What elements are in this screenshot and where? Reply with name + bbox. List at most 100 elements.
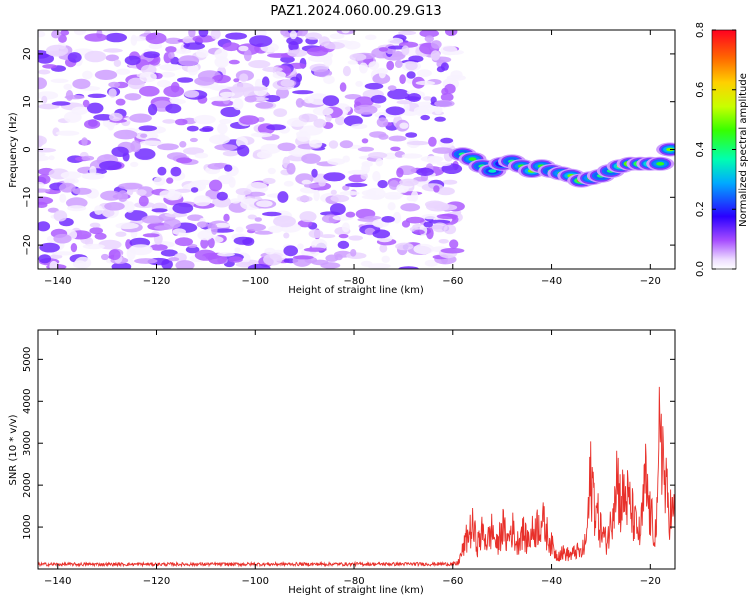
noise-blob xyxy=(105,32,127,43)
noise-blob xyxy=(100,190,123,201)
noise-blob xyxy=(350,249,357,257)
noise-blob xyxy=(124,55,141,66)
noise-blob xyxy=(323,75,335,85)
noise-blob xyxy=(277,191,289,203)
noise-blob xyxy=(116,68,131,75)
noise-blob xyxy=(235,226,244,233)
noise-blob xyxy=(169,97,180,103)
noise-blob xyxy=(89,222,101,228)
noise-blob xyxy=(400,203,421,212)
noise-blob xyxy=(197,230,214,241)
noise-blob xyxy=(344,40,361,50)
noise-blob xyxy=(334,115,346,126)
noise-blob xyxy=(361,190,377,196)
noise-blob xyxy=(101,209,115,217)
noise-blob xyxy=(449,239,459,249)
noise-blob xyxy=(347,169,369,175)
noise-blob xyxy=(216,191,228,201)
noise-blob xyxy=(113,59,122,67)
noise-blob xyxy=(267,167,276,175)
noise-blob xyxy=(187,214,204,221)
noise-blob xyxy=(311,259,329,266)
noise-blob xyxy=(390,146,401,152)
colorbar-tick-label: 0.4 xyxy=(695,142,706,158)
noise-blob xyxy=(323,56,333,67)
noise-blob xyxy=(322,95,340,107)
noise-blob xyxy=(194,76,215,86)
colorbar-tick-label: 0.0 xyxy=(695,261,706,277)
noise-blob xyxy=(359,62,368,74)
noise-blob xyxy=(353,104,378,115)
noise-blob xyxy=(103,48,123,53)
noise-blob xyxy=(105,54,120,62)
noise-blob xyxy=(406,71,416,79)
noise-blob xyxy=(129,113,152,123)
noise-blob xyxy=(392,211,402,224)
noise-blob xyxy=(424,35,434,43)
noise-blob xyxy=(104,202,125,211)
noise-blob xyxy=(378,68,386,79)
noise-blob xyxy=(117,190,128,202)
noise-blob xyxy=(198,30,209,38)
noise-blob xyxy=(84,119,101,129)
noise-blob xyxy=(239,73,249,82)
noise-blob xyxy=(209,179,223,192)
snr-x-axis: −140 −120 −100 −80 −60 −40 −20 xyxy=(44,330,661,587)
noise-blob xyxy=(249,35,273,47)
noise-blob xyxy=(163,85,185,98)
noise-blob xyxy=(254,230,274,235)
noise-blob xyxy=(413,243,435,255)
noise-blob xyxy=(280,56,295,63)
colorbar-ticks: 0.0 0.2 0.4 0.6 0.8 xyxy=(695,22,736,277)
noise-blob xyxy=(168,51,175,59)
noise-blob xyxy=(378,47,389,52)
noise-blob xyxy=(86,102,104,114)
noise-blob xyxy=(396,100,413,105)
noise-blob xyxy=(441,163,463,174)
noise-blob xyxy=(124,210,148,221)
noise-blob xyxy=(272,71,286,79)
noise-blob xyxy=(381,216,395,223)
noise-blob xyxy=(430,50,441,61)
noise-blob xyxy=(194,249,217,261)
noise-blob xyxy=(408,55,424,63)
noise-blob xyxy=(339,82,347,92)
noise-blob xyxy=(313,118,327,128)
noise-blob xyxy=(445,30,458,37)
noise-blob xyxy=(172,202,194,214)
noise-blob xyxy=(151,208,168,213)
noise-blob xyxy=(210,30,221,40)
noise-blob xyxy=(405,216,425,224)
noise-blob xyxy=(60,30,70,36)
noise-blob xyxy=(387,202,396,211)
noise-blob xyxy=(48,155,55,161)
noise-blob xyxy=(222,42,240,52)
noise-blob xyxy=(337,240,350,249)
colorbar-tick-label: 0.8 xyxy=(695,22,706,38)
noise-blob xyxy=(42,64,57,69)
noise-blob xyxy=(388,135,407,142)
noise-blob xyxy=(193,195,212,207)
noise-blob xyxy=(55,130,80,136)
noise-blob xyxy=(399,178,419,187)
noise-blob xyxy=(125,201,135,213)
noise-blob xyxy=(53,210,68,222)
noise-blob xyxy=(172,228,186,235)
noise-blob xyxy=(406,140,430,146)
noise-blob xyxy=(355,80,363,87)
noise-blob xyxy=(341,222,350,233)
x-tick-label: −140 xyxy=(44,276,71,287)
noise-blob xyxy=(228,256,243,263)
colorbar-tick-label: 0.2 xyxy=(695,201,706,217)
noise-blob xyxy=(38,103,60,110)
noise-blob xyxy=(38,136,44,148)
noise-blob xyxy=(381,255,390,263)
noise-blob xyxy=(283,180,294,187)
noise-blob xyxy=(450,70,463,79)
noise-blob xyxy=(442,179,458,185)
noise-blob xyxy=(209,96,231,102)
noise-blob xyxy=(71,106,88,116)
noise-blob xyxy=(130,161,139,168)
noise-blob xyxy=(89,227,103,235)
